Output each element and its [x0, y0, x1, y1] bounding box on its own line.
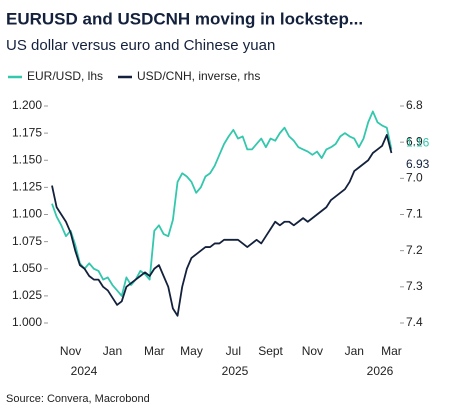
y2-tick-label: 6.9: [406, 134, 423, 148]
x-tick-label: Nov: [302, 344, 323, 358]
legend-label: USD/CNH, inverse, rhs: [137, 69, 260, 83]
x-tick-label: Mar: [144, 344, 165, 358]
y2-tick-label: 7.4: [406, 315, 423, 329]
x-tick-label: Nov: [60, 344, 81, 358]
y2-tick-label: 7.3: [406, 279, 423, 293]
y-tick-label: 1.050: [12, 261, 42, 275]
year-label: 2025: [222, 364, 249, 378]
x-tick-label: May: [180, 344, 203, 358]
x-tick-label: Jan: [103, 344, 122, 358]
y2-tick-label: 7.0: [406, 171, 423, 185]
year-label: 2024: [71, 364, 98, 378]
chart-title: EURUSD and USDCNH moving in lockstep...: [6, 9, 363, 28]
x-tick-label: Sept: [258, 344, 283, 358]
y2-tick-label: 7.1: [406, 207, 423, 221]
source: Source: Convera, Macrobond: [6, 393, 150, 405]
y-tick-label: 1.175: [12, 125, 42, 139]
y2-tick-label: 7.2: [406, 243, 423, 257]
series-line: [51, 110, 393, 297]
x-tick-label: Jan: [345, 344, 364, 358]
y-tick-label: 1.075: [12, 234, 42, 248]
chart-subtitle: US dollar versus euro and Chinese yuan: [6, 37, 275, 54]
y-tick-label: 1.125: [12, 180, 42, 194]
year-label: 2026: [367, 364, 394, 378]
series-line: [51, 134, 393, 317]
y-tick-label: 1.150: [12, 152, 42, 166]
y-tick-label: 1.000: [12, 315, 42, 329]
end-value-label: 6.93: [406, 157, 430, 171]
y-tick-label: 1.100: [12, 207, 42, 221]
end-value-label: 1.16: [406, 136, 430, 150]
x-tick-label: Jul: [226, 344, 241, 358]
x-tick-label: Mar: [381, 344, 402, 358]
y2-tick-label: 6.8: [406, 98, 423, 112]
y-tick-label: 1.200: [12, 98, 42, 112]
y-tick-label: 1.025: [12, 288, 42, 302]
legend-label: EUR/USD, lhs: [27, 69, 103, 83]
